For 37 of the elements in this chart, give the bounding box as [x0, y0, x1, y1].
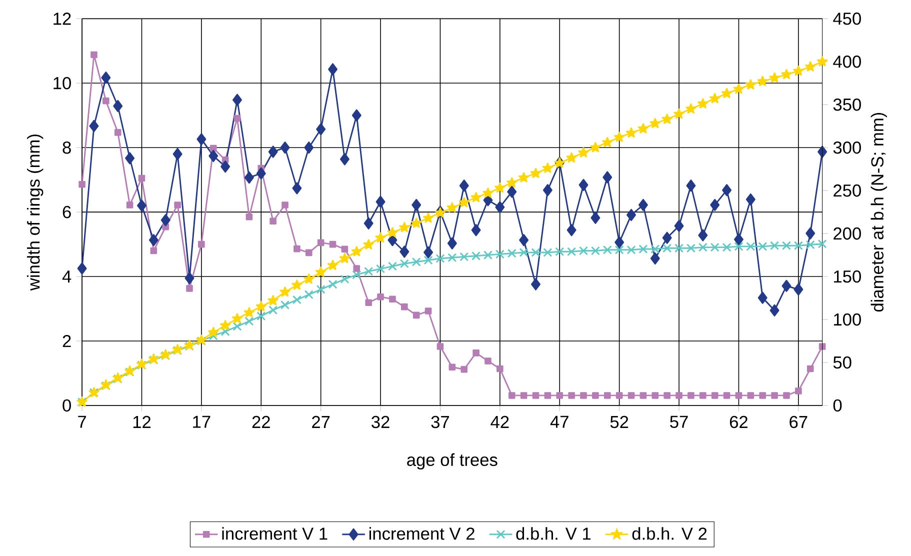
- legend-label: d.b.h. V 2: [632, 527, 707, 540]
- y-tick-label: 0: [62, 399, 71, 412]
- x-tick-label: 42: [490, 416, 509, 428]
- x-tick-label: 67: [790, 416, 808, 428]
- x-tick-label: 62: [730, 416, 748, 428]
- y-tick-label: 10: [54, 76, 71, 90]
- x-tick-label: 37: [431, 416, 449, 428]
- y-tick-label: 2: [62, 334, 71, 347]
- x-tick-label: 32: [372, 416, 390, 428]
- y2-tick-label: 0: [833, 399, 842, 412]
- y2-tick-label: 200: [834, 227, 861, 240]
- x-tick-label: 12: [133, 416, 150, 428]
- y2-tick-label: 150: [834, 270, 861, 283]
- y2-tick-label: 50: [833, 356, 852, 369]
- y-tick-label: 12: [54, 12, 71, 25]
- x-tick-label: 22: [252, 416, 270, 428]
- legend-label: d.b.h. V 1: [516, 527, 591, 540]
- y-tick-label: 4: [62, 270, 72, 282]
- x-tick-label: 52: [610, 416, 628, 428]
- y2-tick-label: 350: [833, 98, 861, 111]
- y-tick-label: 8: [62, 141, 71, 154]
- legend-label: increment V 2: [369, 527, 474, 540]
- y2-tick-label: 400: [833, 55, 861, 68]
- x-axis-title: age of trees: [407, 453, 498, 470]
- y-tick-label: 6: [62, 206, 71, 218]
- y-axis-title: windth of rings (mm): [27, 134, 44, 291]
- x-tick-label: 27: [312, 416, 330, 428]
- x-tick-label: 17: [193, 416, 210, 428]
- x-tick-label: 57: [670, 416, 688, 428]
- y2-axis-title: diameter at b.h (N-S; mm): [870, 112, 887, 312]
- y2-tick-label: 250: [834, 184, 861, 197]
- x-tick-label: 7: [78, 416, 86, 428]
- y2-tick-label: 100: [834, 313, 861, 326]
- y2-tick-label: 450: [833, 12, 861, 25]
- x-tick-label: 47: [550, 416, 568, 428]
- legend-label: increment V 1: [222, 527, 328, 540]
- y2-tick-label: 300: [833, 141, 861, 154]
